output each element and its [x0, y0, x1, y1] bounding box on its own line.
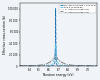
Line: T = 1000 K (0.0897 eV): T = 1000 K (0.0897 eV)	[20, 53, 97, 66]
T = 3000 K (0.2587 eV)	[19, 65, 20, 66]
300 K (0.0258 eV)	[55, 44, 56, 45]
T = 1000 K (0.0897 eV)	[19, 65, 20, 66]
T = 3000 K (0.2587 eV)	[68, 64, 70, 65]
300 K (0.0258 eV)	[65, 65, 66, 66]
T = 1000 K (0.0897 eV)	[47, 64, 48, 65]
T = 3000 K (0.2587 eV)	[81, 65, 82, 66]
0K - absolute zero = 273.16 K	[55, 8, 56, 9]
T = 1000 K (0.0897 eV)	[55, 53, 56, 54]
T = 1000 K (0.0897 eV)	[68, 65, 70, 66]
T = 1000 K (0.0897 eV)	[23, 65, 24, 66]
Line: 0K - absolute zero = 273.16 K: 0K - absolute zero = 273.16 K	[20, 9, 97, 66]
Y-axis label: Effective cross-section (b): Effective cross-section (b)	[3, 15, 7, 54]
T = 3000 K (0.2587 eV)	[97, 65, 98, 66]
T = 3000 K (0.2587 eV)	[77, 65, 78, 66]
T = 1000 K (0.0897 eV)	[65, 65, 66, 66]
T = 1000 K (0.0897 eV)	[77, 65, 78, 66]
T = 1000 K (0.0897 eV)	[81, 65, 82, 66]
300 K (0.0258 eV)	[47, 65, 48, 66]
Line: 300 K (0.0258 eV): 300 K (0.0258 eV)	[20, 44, 97, 66]
T = 3000 K (0.2587 eV)	[47, 63, 48, 64]
X-axis label: Neutron energy (eV): Neutron energy (eV)	[43, 73, 74, 77]
300 K (0.0258 eV)	[68, 65, 70, 66]
Legend: 0K - absolute zero = 273.16 K, 300 K (0.0258 eV), T = 1000 K (0.0897 eV), T = 30: 0K - absolute zero = 273.16 K, 300 K (0.…	[59, 4, 96, 13]
T = 3000 K (0.2587 eV)	[23, 65, 24, 66]
Line: T = 3000 K (0.2587 eV): T = 3000 K (0.2587 eV)	[20, 58, 97, 66]
